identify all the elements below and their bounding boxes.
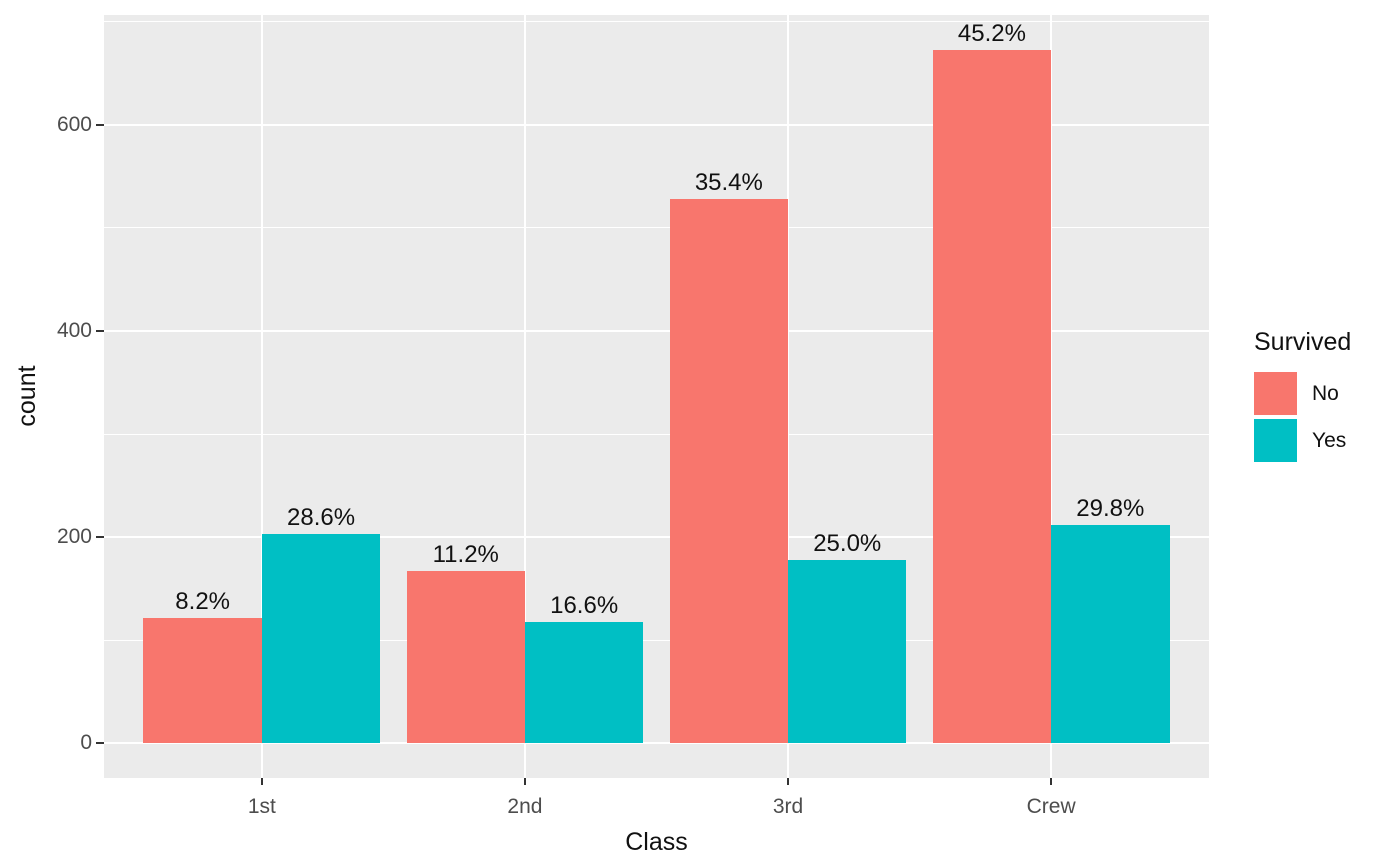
- x-axis-tick: [1050, 778, 1053, 785]
- bar-yes-crew: [1051, 524, 1170, 744]
- x-axis-tick-label: 1st: [247, 795, 276, 818]
- x-axis-tick-label: Crew: [1026, 795, 1076, 818]
- plot-panel: 8.2% 11.2% 35.4% 45.2% 28.6% 16.6% 25.0% 29.8%: [104, 15, 1209, 778]
- minor-gridline: [104, 227, 1209, 229]
- bar-no-3rd: [669, 199, 789, 744]
- bar-label-yes-2nd: 16.6%: [550, 591, 619, 619]
- bar-no-2nd: [406, 571, 525, 744]
- bar-yes-2nd: [524, 621, 644, 744]
- x-axis-tick: [787, 778, 790, 785]
- y-axis-tick: [96, 123, 104, 126]
- y-axis-tick: [96, 536, 104, 539]
- y-axis-tick-label: 400: [56, 319, 92, 343]
- bar-label-no-crew: 45.2%: [957, 19, 1026, 47]
- minor-gridline: [104, 639, 1209, 641]
- x-axis-tick-label: 2nd: [507, 795, 543, 818]
- bar-no-crew: [932, 49, 1052, 744]
- minor-gridline: [104, 433, 1209, 435]
- bar-yes-3rd: [788, 559, 907, 744]
- bar-no-1st: [143, 617, 262, 744]
- bar-yes-1st: [261, 534, 381, 744]
- major-gridline: [104, 123, 1209, 126]
- x-axis-tick: [260, 778, 263, 785]
- legend-label-no: No: [1312, 382, 1339, 405]
- y-axis-tick-label: 200: [56, 525, 92, 549]
- y-axis-tick-label: 600: [56, 112, 92, 136]
- y-axis-tick: [96, 742, 104, 745]
- x-axis-tick: [523, 778, 526, 785]
- bar-label-yes-3rd: 25.0%: [813, 529, 882, 557]
- x-axis-title: Class: [625, 828, 688, 856]
- bar-label-no-2nd: 11.2%: [432, 541, 499, 569]
- legend-title: Survived: [1254, 328, 1352, 356]
- bar-label-yes-1st: 28.6%: [287, 504, 356, 532]
- vertical-gridline: [787, 15, 790, 778]
- bar-label-no-3rd: 35.4%: [694, 169, 763, 197]
- bar-label-yes-crew: 29.8%: [1076, 494, 1145, 522]
- x-axis-tick-label: 3rd: [772, 795, 804, 818]
- major-gridline: [104, 536, 1209, 539]
- vertical-gridline: [523, 15, 526, 778]
- y-axis-tick: [96, 330, 104, 333]
- vertical-gridline: [1050, 15, 1053, 778]
- y-axis-title: count: [13, 365, 41, 427]
- legend-swatch-no: [1254, 372, 1297, 415]
- minor-gridline: [104, 21, 1209, 23]
- legend-label-yes: Yes: [1312, 429, 1347, 452]
- y-axis-tick-label: 0: [80, 731, 92, 755]
- legend-swatch-yes: [1254, 419, 1297, 462]
- major-gridline: [104, 742, 1209, 745]
- bar-label-no-1st: 8.2%: [175, 587, 230, 615]
- major-gridline: [104, 330, 1209, 333]
- vertical-gridline: [260, 15, 263, 778]
